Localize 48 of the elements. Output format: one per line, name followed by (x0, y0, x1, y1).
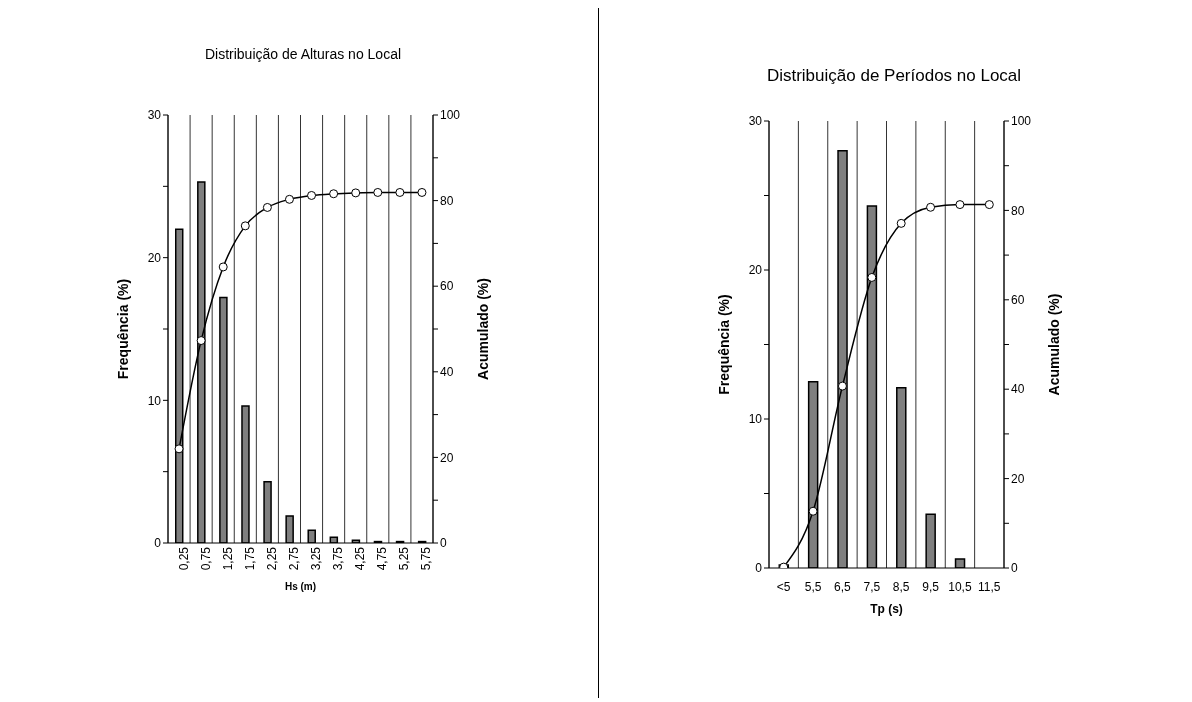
x-axis-title: Hs (m) (284, 581, 317, 592)
y2-tick-label: 20 (1011, 471, 1025, 486)
y2-tick-label: 40 (1011, 382, 1025, 397)
x-tick-label: 3,25 (309, 546, 324, 571)
x-tick-label: 9,5 (922, 579, 940, 594)
y2-tick-label: 60 (440, 279, 454, 294)
y2-tick-label: 100 (1011, 114, 1032, 129)
x-tick-label: 5,5 (804, 579, 822, 594)
y-tick-label: 0 (755, 561, 763, 576)
y-tick-label: 0 (154, 536, 162, 551)
x-tick-label: 7,5 (863, 579, 881, 594)
x-axis-title: Tp (s) (870, 602, 903, 616)
y-tick-label: 10 (748, 412, 763, 427)
y2-tick-label: 20 (440, 450, 454, 465)
x-tick-label: 5,25 (397, 546, 412, 571)
x-tick-label: 6,5 (834, 579, 852, 594)
x-tick-label: 0,75 (198, 546, 213, 571)
y2-tick-label: 80 (1011, 203, 1025, 218)
x-tick-label: 8,5 (892, 579, 910, 594)
y-tick-label: 10 (147, 393, 162, 408)
y-axis-title: Frequência (%) (114, 278, 131, 380)
x-tick-label: 5,75 (419, 546, 434, 571)
y-tick-label: 30 (748, 114, 763, 129)
y-tick-label: 20 (147, 250, 162, 265)
y2-axis-title: Acumulado (%) (1045, 293, 1062, 396)
y-tick-label: 20 (748, 263, 763, 278)
y2-axis-title: Acumulado (%) (474, 278, 491, 380)
y2-tick-label: 80 (440, 193, 454, 208)
y2-tick-label: 40 (440, 365, 454, 380)
x-tick-label: 10,5 (948, 579, 972, 594)
x-tick-label: 3,75 (331, 546, 346, 571)
x-tick-label: <5 (776, 579, 791, 594)
y2-tick-label: 100 (440, 108, 461, 123)
y2-tick-label: 0 (1011, 561, 1018, 576)
x-tick-label: 2,25 (264, 546, 279, 571)
y2-tick-label: 0 (440, 536, 447, 551)
y-tick-label: 30 (147, 108, 162, 123)
x-tick-label: 1,75 (242, 546, 257, 571)
x-tick-label: 4,25 (353, 546, 368, 571)
y-axis-title: Frequência (%) (715, 294, 732, 395)
y2-tick-label: 60 (1011, 293, 1025, 308)
chart-title: Distribuição de Períodos no Local (765, 66, 1023, 86)
x-tick-label: 1,25 (220, 546, 235, 571)
x-tick-label: 4,75 (375, 546, 390, 571)
x-tick-label: 2,75 (286, 546, 301, 571)
x-tick-label: 11,5 (978, 579, 1001, 594)
x-tick-label: 0,25 (176, 546, 191, 571)
chart-title: Distribuição de Alturas no Local (203, 46, 403, 62)
